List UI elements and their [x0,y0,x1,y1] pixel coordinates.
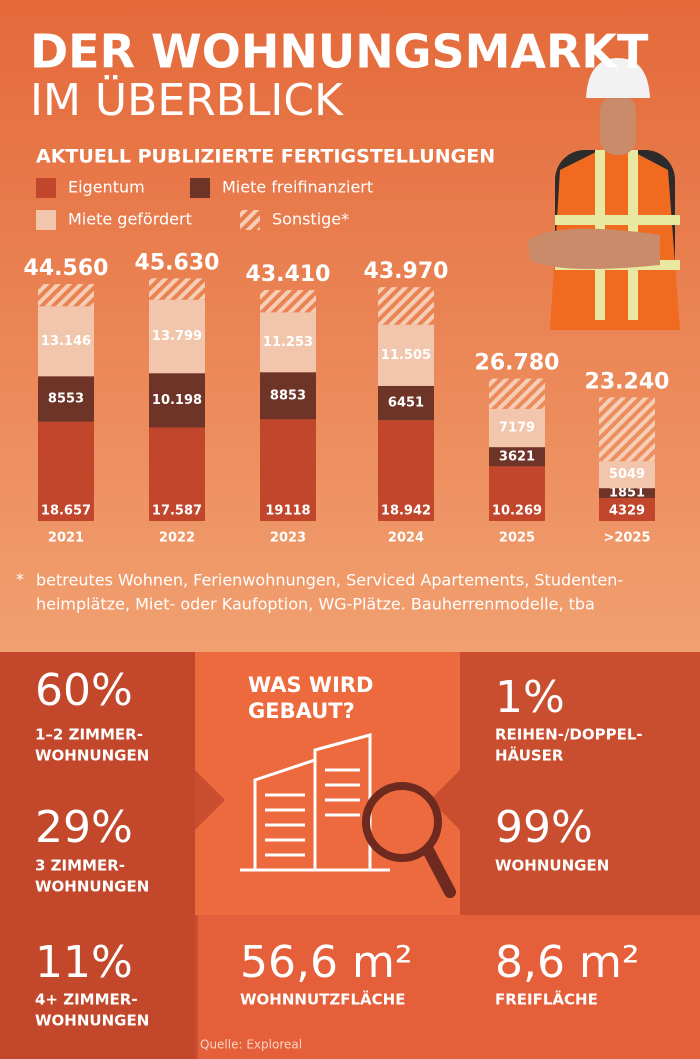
bar-segment [489,408,545,448]
value-label: 18.942 [381,504,431,519]
total-label: 26.780 [475,351,560,376]
value-label: 8853 [270,388,306,403]
stat-label: WOHNUNGEN [495,857,609,875]
value-label: 8553 [48,392,84,407]
stat-value: 11% [35,937,133,988]
x-tick-label: 2021 [48,531,84,546]
stat-label: 1–2 ZIMMER- [35,726,143,744]
stat: 60% 1–2 ZIMMER- WOHNUNGEN 29% 3 ZIMMER- … [35,665,643,1030]
building-icon [240,733,456,898]
bar-segment [260,290,316,313]
source: Quelle: Exploreal [200,1038,302,1052]
worker-illustration [528,58,680,330]
bar-segment [260,312,316,373]
stat-value: 60% [35,665,133,716]
footnote: betreutes Wohnen, Ferienwohnungen, Servi… [36,571,623,590]
value-label: 13.799 [152,329,202,344]
stat-label: 3 ZIMMER- [35,857,125,875]
title: IM ÜBERBLICK [30,74,344,126]
footnote-marker: * [16,570,24,589]
bar-segment [378,420,434,521]
total-label: 43.970 [364,259,449,284]
stat-value: 1% [495,672,565,723]
left-panel [0,652,195,1059]
footnote: heimplätze, Miet- oder Kaufoption, WG-Pl… [36,595,595,614]
stat-value: 29% [35,802,133,853]
bar-segment [149,278,205,300]
bar-segment [489,466,545,521]
bottom-panel [198,915,700,1059]
stat-label: REIHEN-/DOPPEL- [495,726,643,744]
total-label: 45.630 [135,250,220,275]
stat-label: WOHNUNGEN [35,878,149,896]
value-label: 19118 [265,504,310,519]
title: DER WOHNUNGSMARKT [30,25,649,79]
value-label: 17.587 [152,504,202,519]
bar-segment [599,461,655,489]
total-label: 44.560 [24,256,109,281]
x-tick-label: >2025 [603,531,650,546]
bar-segment [38,284,94,307]
bar-segment [599,488,655,498]
bar-segment [599,497,655,521]
bar-segment [489,447,545,467]
value-label: 7179 [499,421,535,436]
bar-segment [378,324,434,386]
legend-label: Miete gefördert [68,210,192,229]
bar-segment [599,397,655,462]
stat-value: 56,6 m² [240,937,412,988]
legend-swatch [36,210,56,230]
value-label: 10.269 [492,504,542,519]
chart-title: AKTUELL PUBLIZIERTE FERTIGSTELLUNGEN [36,146,495,168]
x-tick-label: 2025 [499,531,535,546]
bar-segment [149,427,205,521]
legend-swatch [36,178,56,198]
bar-segment [149,299,205,374]
value-label: 18.657 [41,504,91,519]
stat-value: 8,6 m² [495,937,639,988]
bar-segment [378,287,434,325]
bar-segment [38,421,94,521]
stat-value: 99% [495,802,593,853]
stat-label: 4+ ZIMMER- [35,991,138,1009]
bar-segment [38,306,94,377]
x-tick-label: 2024 [388,531,424,546]
x-tick-label: 2022 [159,531,195,546]
stat-label: FREIFLÄCHE [495,990,598,1009]
x-tick-label: 2023 [270,531,306,546]
stat-label: WOHNUNGEN [35,1012,149,1030]
value-label: 6451 [388,396,424,411]
heading: GEBAUT? [248,699,355,723]
value-label: 4329 [609,504,645,519]
value-label: 1851 [609,486,645,501]
legend-label: Miete freifinanziert [222,178,373,197]
legend-label: Sonstige* [272,210,349,229]
total-label: 23.240 [585,369,670,394]
bar-segment [378,385,434,421]
bar-segment [149,373,205,428]
bar-segment [38,376,94,422]
value-label: 13.146 [41,334,91,349]
heading: WAS WIRD [248,673,374,697]
legend-swatch [240,210,260,230]
value-label: 5049 [609,467,645,482]
bar-segment [489,378,545,409]
legend-swatch [190,178,210,198]
bar-segment [260,419,316,521]
legend-label: Eigentum [68,178,145,197]
stat-label: HÄUSER [495,746,564,765]
value-label: 10.198 [152,393,202,408]
bar-segment [260,372,316,420]
value-label: 11.253 [263,335,313,350]
stat-label: WOHNUNGEN [35,747,149,765]
total-label: 43.410 [246,262,331,287]
stat-label: WOHNNUTZFLÄCHE [240,990,405,1009]
value-label: 11.505 [381,348,431,363]
value-label: 3621 [499,449,535,464]
